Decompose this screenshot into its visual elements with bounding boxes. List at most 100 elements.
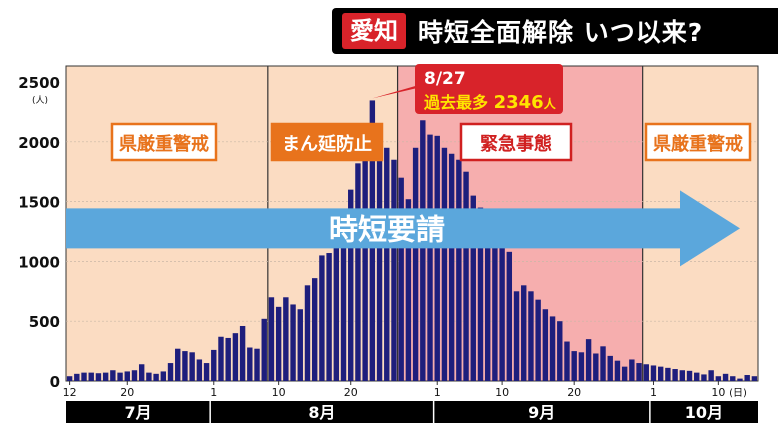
bar [398,177,404,381]
bar [737,378,743,381]
bar [102,372,109,381]
bar [247,347,253,381]
bar [225,337,231,381]
bar [448,153,455,381]
period-label-1: 県厳重警戒 [119,133,209,155]
y-tick-label: 2500 [18,74,60,92]
bar [441,147,448,381]
x-tick-label: 20 [567,386,581,399]
bar [549,316,556,381]
bar [722,373,729,381]
bar [232,333,239,381]
x-tick-label: 10 [711,386,725,399]
y-tick-label: 2000 [18,134,60,152]
period-label-box-3 [459,122,573,162]
annotation-unit: 人 [544,96,557,111]
bar [578,352,585,381]
x-tick-label: 1 [650,386,657,399]
period-label-3: 緊急事態 [480,133,552,155]
bar [88,372,94,381]
bar [564,341,570,381]
bar [477,207,484,381]
bar [160,371,167,381]
x-tick-label: 1 [434,386,441,399]
bar [463,171,469,381]
x-tick-label: 12 [63,386,77,399]
bar [384,147,390,381]
annotation-value: 2346 [494,92,544,113]
month-strip [66,401,758,423]
bar [470,195,476,381]
bar [672,369,678,381]
bar [138,364,145,381]
bar [196,359,203,381]
bar [275,306,282,381]
bar [268,297,275,381]
bar [391,159,397,381]
bar [751,376,758,381]
bar [542,309,549,381]
bar [297,309,303,381]
bar [348,189,354,381]
bar [744,375,750,381]
bar [694,372,700,381]
bar [333,236,340,381]
bar [643,364,649,381]
headline-banner: 愛知 時短全面解除 いつ以来? [332,8,778,54]
bar [492,231,498,381]
month-label: 7月 [125,403,152,422]
bar [665,367,671,381]
annotation-label: 過去最多 [423,93,494,112]
annotation-text: 過去最多 2346人 [423,92,557,113]
bar [362,141,368,381]
annotation-date: 8/27 [424,69,466,89]
y-tick-label: 0 [50,373,60,391]
bar [304,285,311,381]
bar [254,348,260,381]
bar [730,376,736,381]
bar [420,120,426,381]
bar [571,351,577,381]
bar [283,297,289,381]
bar [701,374,707,381]
bar [629,359,635,381]
bar [456,159,462,381]
bar [484,219,491,381]
month-label: 8月 [308,403,335,422]
month-label: 9月 [528,403,555,422]
headline-tag: 愛知 [342,13,406,49]
bar [535,299,541,381]
bar [499,243,505,381]
bar [319,255,325,381]
bar [110,370,116,381]
bar [167,363,174,381]
y-tick-label: 500 [29,313,60,331]
bar [585,339,592,381]
bar [427,134,433,381]
bar [146,372,152,381]
bar [621,366,628,381]
period-label-box-2 [270,122,384,162]
request-arrow [66,190,740,267]
bar [715,376,722,381]
bar [311,278,318,381]
bar [376,141,383,381]
bar [506,251,513,381]
bar [355,163,361,381]
period-label-box-4 [644,122,752,162]
bar [600,346,606,381]
bar [557,321,563,381]
bar [131,370,138,381]
bar [650,365,657,381]
bar [686,370,693,381]
bar [95,373,102,381]
bar [182,351,188,381]
y-axis-unit: (人) [32,95,48,106]
bar [261,318,267,381]
bar [405,199,412,381]
y-tick-label: 1000 [18,253,60,271]
bar [412,147,419,381]
headline-text: 時短全面解除 いつ以来? [418,18,704,47]
bar [203,363,210,381]
